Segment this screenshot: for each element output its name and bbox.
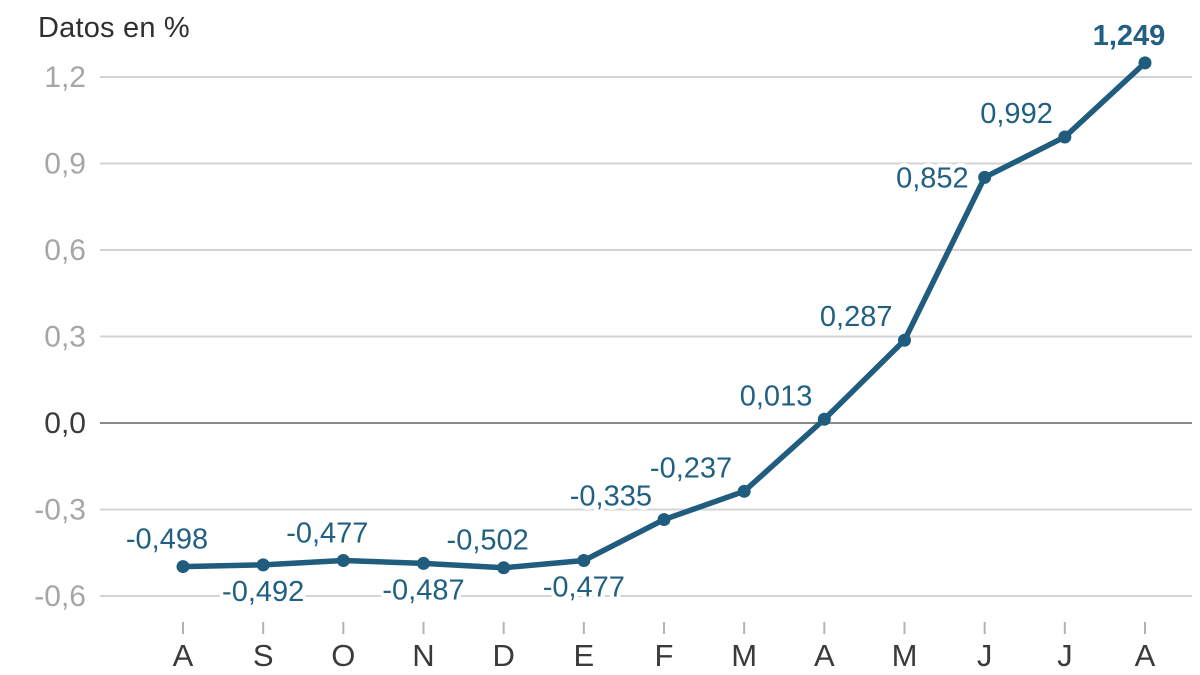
data-point-label: 0,992 xyxy=(980,98,1053,130)
data-point-label: -0,237 xyxy=(650,452,732,484)
data-point xyxy=(737,484,751,498)
series-line xyxy=(180,60,1148,571)
x-tick-label: N xyxy=(412,638,434,673)
data-point xyxy=(417,556,430,570)
data-point-label: -0,502 xyxy=(447,525,529,557)
y-tick-label: -0,6 xyxy=(34,580,86,613)
data-point-label: 0,852 xyxy=(896,162,969,194)
x-tick-label: J xyxy=(1057,638,1073,673)
y-tick-label: 0,6 xyxy=(44,234,86,267)
data-point-label: -0,487 xyxy=(382,574,464,606)
data-point-label: -0,498 xyxy=(126,524,208,556)
x-tick-label: F xyxy=(655,638,674,673)
data-point xyxy=(898,333,911,347)
data-point-label: 0,287 xyxy=(820,301,893,333)
x-tick-label: D xyxy=(492,638,514,673)
data-point-label: 1,249 xyxy=(1093,20,1166,52)
data-point xyxy=(497,561,511,575)
x-tick-label: S xyxy=(253,638,274,673)
x-tick-label: J xyxy=(977,638,993,673)
data-point-label: -0,477 xyxy=(286,518,368,550)
data-point xyxy=(256,558,270,572)
data-point xyxy=(577,554,591,568)
x-tick-label: A xyxy=(173,638,194,673)
x-tick-label: E xyxy=(573,638,594,673)
data-point-label: -0,492 xyxy=(222,576,304,608)
data-point xyxy=(1058,130,1072,144)
x-tick-label: A xyxy=(814,638,835,673)
y-tick-label: 0,0 xyxy=(44,407,86,440)
y-tick-label: -0,3 xyxy=(34,493,86,526)
chart-title: Datos en % xyxy=(38,12,190,44)
data-point xyxy=(817,412,831,426)
data-point-label: -0,335 xyxy=(570,481,652,513)
data-point xyxy=(1138,56,1152,70)
x-tick-label: M xyxy=(731,638,757,673)
data-point-label: 0,013 xyxy=(740,380,813,412)
y-tick-label: 0,9 xyxy=(44,148,86,181)
x-tick-label: O xyxy=(331,638,355,673)
data-point xyxy=(657,513,671,527)
x-tick-label: A xyxy=(1135,638,1156,673)
data-point-label: -0,477 xyxy=(543,572,625,604)
data-point xyxy=(336,554,350,568)
data-point xyxy=(978,170,992,184)
data-point xyxy=(176,560,190,574)
y-tick-label: 0,3 xyxy=(44,321,86,354)
y-tick-label: 1,2 xyxy=(44,61,86,94)
x-tick-label: M xyxy=(892,638,918,673)
